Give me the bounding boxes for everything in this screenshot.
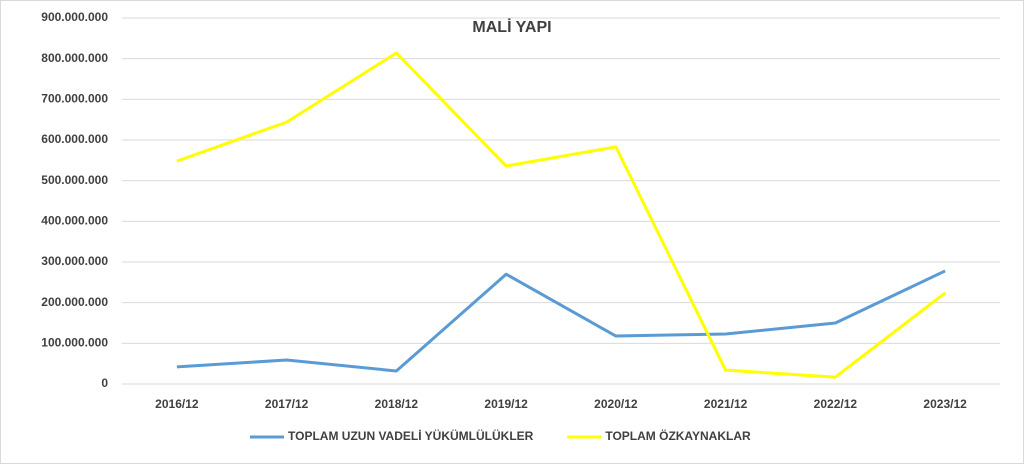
y-tick-label: 300.000.000 (41, 254, 108, 268)
x-tick-label: 2016/12 (155, 397, 199, 411)
x-tick-label: 2021/12 (704, 397, 748, 411)
y-tick-label: 500.000.000 (41, 173, 108, 187)
y-tick-label: 200.000.000 (41, 295, 108, 309)
data-line (176, 269, 946, 373)
y-tick-label: 100.000.000 (41, 336, 108, 350)
x-tick-label: 2017/12 (265, 397, 309, 411)
x-tick-label: 2018/12 (375, 397, 419, 411)
x-tick-label: 2020/12 (594, 397, 638, 411)
data-line (176, 51, 947, 379)
chart-title: MALİ YAPI (472, 18, 551, 36)
x-tick-label: 2019/12 (484, 397, 528, 411)
y-tick-label: 600.000.000 (41, 132, 108, 146)
y-tick-label: 0 (101, 376, 108, 390)
x-tick-label: 2022/12 (814, 397, 858, 411)
y-tick-label: 400.000.000 (41, 214, 108, 228)
legend-label: TOPLAM UZUN VADELİ YÜKÜMLÜLÜKLER (288, 428, 534, 443)
y-tick-label: 900.000.000 (41, 10, 108, 24)
y-tick-label: 700.000.000 (41, 92, 108, 106)
x-tick-label: 2023/12 (923, 397, 967, 411)
legend-label: TOPLAM ÖZKAYNAKLAR (605, 428, 751, 443)
y-tick-label: 800.000.000 (41, 51, 108, 65)
